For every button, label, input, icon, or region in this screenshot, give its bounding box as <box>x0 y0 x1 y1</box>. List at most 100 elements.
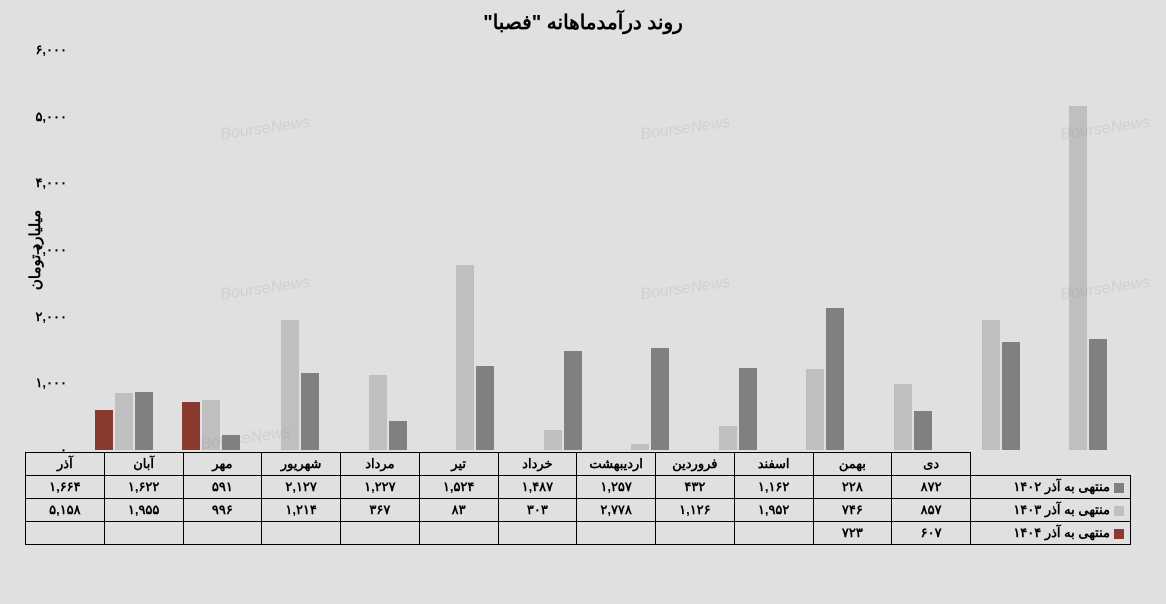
data-table: دیبهمناسفندفروردیناردیبهشتخردادتیرمردادش… <box>25 452 1131 545</box>
y-tick: ۱,۰۰۰ <box>35 375 67 391</box>
table-cell: ۵,۱۵۸ <box>26 499 105 522</box>
table-cell: ۹۹۶ <box>183 499 262 522</box>
table-cell <box>341 522 420 545</box>
table-category-header: مهر <box>183 453 262 476</box>
category-group <box>518 50 606 450</box>
table-cell: ۵۹۱ <box>183 476 262 499</box>
table-cell: ۷۴۶ <box>813 499 892 522</box>
bar <box>564 351 582 450</box>
plot-area: میلیارد تومان ۰۱,۰۰۰۲,۰۰۰۳,۰۰۰۴,۰۰۰۵,۰۰۰… <box>80 50 1131 450</box>
table-cell: ۲۲۸ <box>813 476 892 499</box>
table-header-spacer <box>971 453 1131 476</box>
series-row-header: منتهی به آذر ۱۴۰۳ <box>971 499 1131 522</box>
bar <box>95 410 113 450</box>
bar <box>281 320 299 450</box>
table-category-header: آبان <box>104 453 183 476</box>
y-tick: ۲,۰۰۰ <box>35 309 67 325</box>
bar <box>476 366 494 450</box>
bar <box>894 384 912 450</box>
category-group <box>693 50 781 450</box>
category-group <box>430 50 518 450</box>
table-cell <box>262 522 341 545</box>
bar <box>222 435 240 450</box>
category-group <box>868 50 956 450</box>
table-cell: ۱,۵۲۴ <box>419 476 498 499</box>
table-category-header: اردیبهشت <box>577 453 656 476</box>
category-group <box>956 50 1044 450</box>
category-group <box>605 50 693 450</box>
table-cell: ۱,۲۵۷ <box>577 476 656 499</box>
bar <box>806 369 824 450</box>
table-category-header: بهمن <box>813 453 892 476</box>
table-cell: ۱,۲۲۷ <box>341 476 420 499</box>
table-category-header: مرداد <box>341 453 420 476</box>
bar <box>115 393 133 450</box>
table-row: منتهی به آذر ۱۴۰۴ ۶۰۷۷۲۳ <box>26 522 1131 545</box>
category-group <box>781 50 869 450</box>
table-cell: ۱,۶۲۲ <box>104 476 183 499</box>
category-group <box>1043 50 1131 450</box>
table-cell: ۴۳۲ <box>656 476 735 499</box>
bar <box>651 348 669 450</box>
y-axis: ۰۱,۰۰۰۲,۰۰۰۳,۰۰۰۴,۰۰۰۵,۰۰۰۶,۰۰۰ <box>25 50 75 450</box>
table-cell: ۸۵۷ <box>892 499 971 522</box>
series-name: منتهی به آذر ۱۴۰۳ <box>1013 502 1110 517</box>
y-tick: ۴,۰۰۰ <box>35 175 67 191</box>
table-row: منتهی به آذر ۱۴۰۲۸۷۲۲۲۸۱,۱۶۲۴۳۲۱,۲۵۷۱,۴۸… <box>26 476 1131 499</box>
table-category-header: تیر <box>419 453 498 476</box>
table-cell: ۱,۱۶۲ <box>734 476 813 499</box>
bar <box>914 411 932 450</box>
category-group <box>80 50 168 450</box>
table-cell: ۱,۹۵۲ <box>734 499 813 522</box>
bar <box>631 444 649 450</box>
bar <box>1002 342 1020 450</box>
table-cell: ۷۲۳ <box>813 522 892 545</box>
table-cell: ۱,۹۵۵ <box>104 499 183 522</box>
bar <box>1069 106 1087 450</box>
bar <box>544 430 562 450</box>
series-row-header: منتهی به آذر ۱۴۰۲ <box>971 476 1131 499</box>
table-cell: ۳۰۳ <box>498 499 577 522</box>
bar <box>182 402 200 450</box>
bar <box>202 400 220 450</box>
bar <box>456 265 474 450</box>
table-category-header: دی <box>892 453 971 476</box>
bar <box>135 392 153 450</box>
table-cell <box>183 522 262 545</box>
table-cell <box>419 522 498 545</box>
y-tick: ۵,۰۰۰ <box>35 109 67 125</box>
table-category-header: فروردین <box>656 453 735 476</box>
series-name: منتهی به آذر ۱۴۰۲ <box>1013 479 1110 494</box>
category-group <box>343 50 431 450</box>
bar <box>982 320 1000 450</box>
table-category-header: اسفند <box>734 453 813 476</box>
chart-title: روند درآمدماهانه "فصبا" <box>10 10 1156 35</box>
table-cell: ۲,۱۲۷ <box>262 476 341 499</box>
table-cell: ۱,۱۲۶ <box>656 499 735 522</box>
table-cell <box>26 522 105 545</box>
y-tick: ۶,۰۰۰ <box>35 42 67 58</box>
table-cell <box>498 522 577 545</box>
bar <box>826 308 844 450</box>
table-cell <box>104 522 183 545</box>
bar <box>369 375 387 450</box>
table-cell: ۱,۲۱۴ <box>262 499 341 522</box>
table-cell: ۶۰۷ <box>892 522 971 545</box>
table-cell: ۳۶۷ <box>341 499 420 522</box>
legend-swatch <box>1114 506 1124 516</box>
y-tick: ۰ <box>60 442 67 458</box>
bar <box>1089 339 1107 450</box>
bar <box>389 421 407 450</box>
table-row: منتهی به آذر ۱۴۰۳۸۵۷۷۴۶۱,۹۵۲۱,۱۲۶۲,۷۷۸۳۰… <box>26 499 1131 522</box>
table-cell: ۸۳ <box>419 499 498 522</box>
bar <box>301 373 319 450</box>
category-group <box>255 50 343 450</box>
legend-swatch <box>1114 529 1124 539</box>
legend-swatch <box>1114 483 1124 493</box>
table-cell: ۱,۶۶۴ <box>26 476 105 499</box>
chart-container: روند درآمدماهانه "فصبا" میلیارد تومان ۰۱… <box>0 0 1166 604</box>
table-category-header: شهریور <box>262 453 341 476</box>
bar <box>739 368 757 450</box>
series-name: منتهی به آذر ۱۴۰۴ <box>1013 525 1110 540</box>
table-cell: ۸۷۲ <box>892 476 971 499</box>
